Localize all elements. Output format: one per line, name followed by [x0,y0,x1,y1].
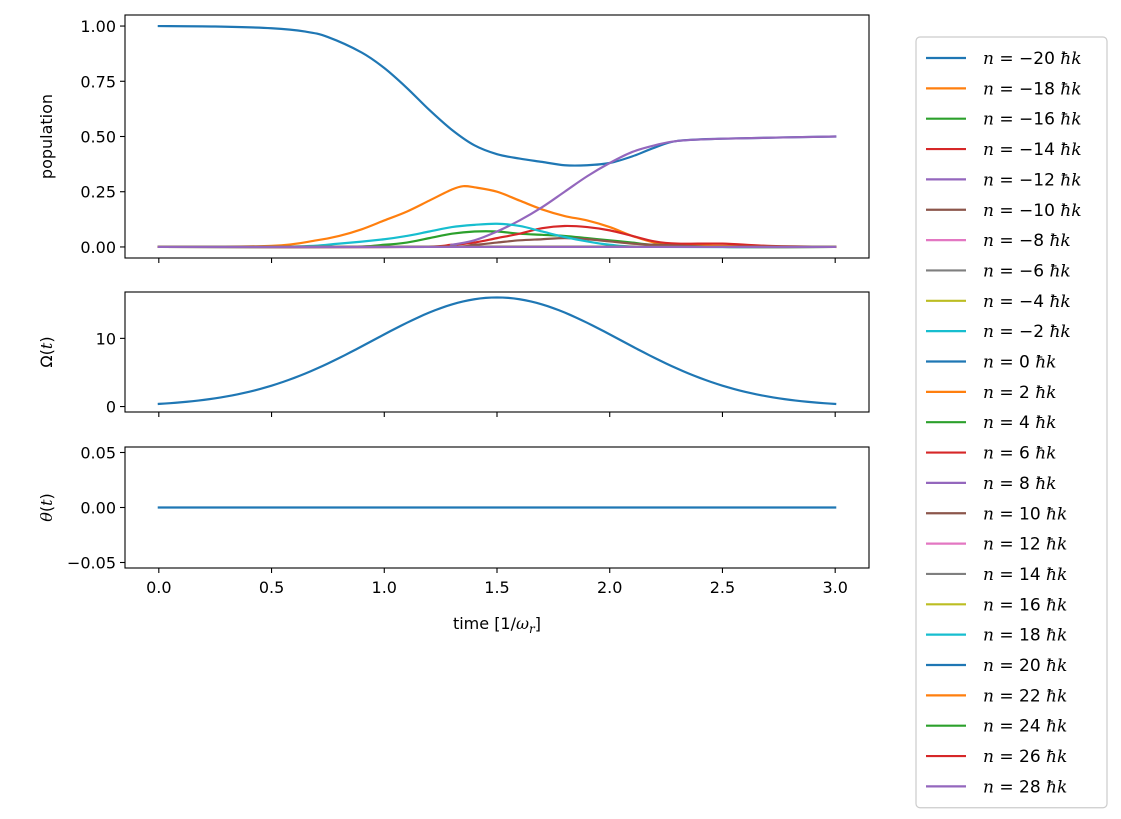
y-tick-label: 0.50 [80,128,116,147]
axes-frame [124,14,870,259]
legend-entry: n = −16 ħk [926,110,1082,130]
series-line-4 [157,224,837,249]
legend-entry: n = −10 ħk [926,201,1082,221]
x-tick-label: 1.0 [372,578,397,597]
legend-label: n = −20 ħk [983,49,1082,69]
series-group [157,24,837,249]
legend-entry: n = −18 ħk [926,79,1082,99]
legend-entry: n = −14 ħk [926,140,1082,160]
x-tick-label: 2.5 [710,578,735,597]
x-tick-label: 1.5 [484,578,509,597]
legend-entry: n = 18 ħk [926,626,1067,646]
legend-label: n = 14 ħk [983,565,1067,585]
legend: n = −20 ħk n = −18 ħk n = −16 ħk n = −14 ħk… [915,36,1108,809]
x-tick-label: 0.0 [146,578,171,597]
series-line-1 [157,24,837,167]
y-tick-label: 0.05 [80,444,116,463]
legend-label: n = 24 ħk [983,717,1067,737]
legend-label: n = −6 ħk [983,261,1071,281]
y-axis-label: Ω(t) [37,336,56,367]
legend-entry: n = 14 ħk [926,565,1067,585]
panel-1: 0.00 0.25 0.50 0.75 1.00 population [37,14,870,263]
y-tick-label: 0.00 [80,499,116,518]
legend-entry: n = 8 ħk [926,474,1056,494]
y-tick-label: 1.00 [80,17,116,36]
legend-entry: n = 0 ħk [926,353,1056,373]
legend-label: n = −10 ħk [983,201,1082,221]
legend-label: n = 10 ħk [983,504,1067,524]
legend-entry: n = 24 ħk [926,717,1067,737]
legend-entry: n = 28 ħk [926,777,1067,797]
legend-label: n = −18 ħk [983,79,1082,99]
legend-label: n = 4 ħk [983,413,1056,433]
legend-label: n = 22 ħk [983,686,1067,706]
legend-label: n = 18 ħk [983,626,1067,646]
legend-label: n = 28 ħk [983,777,1067,797]
legend-entry: n = 10 ħk [926,504,1067,524]
y-tick-label: 10 [96,329,116,348]
y-axis-label: population [37,94,56,179]
y-tick-label: 0.75 [80,72,116,91]
legend-entry: n = −2 ħk [926,322,1071,342]
legend-entry: n = −8 ħk [926,231,1071,251]
series-line-10 [157,222,837,249]
legend-label: n = 6 ħk [983,444,1056,464]
y-tick-label: 0.25 [80,183,116,202]
y-tick-label: 0.00 [80,238,116,257]
legend-label: n = 8 ħk [983,474,1056,494]
x-tick-label: 0.5 [259,578,284,597]
y-axis-label: θ(t) [37,493,56,522]
y-tick-label: 0 [106,398,116,417]
legend-entry: n = 16 ħk [926,595,1067,615]
legend-entry: n = 26 ħk [926,747,1067,767]
y-tick-label: −0.05 [67,554,116,573]
panel-3: −0.05 0.00 0.05 0.0 0.5 1.0 1.5 2.0 2.5 3.0 θ(t) ti… [37,444,870,636]
legend-entry: n = −4 ħk [926,292,1071,312]
legend-label: n = −4 ħk [983,292,1071,312]
legend-label: n = 12 ħk [983,535,1067,555]
legend-label: n = 2 ħk [983,383,1056,403]
legend-entry: n = 6 ħk [926,444,1056,464]
legend-box [915,36,1108,809]
chart-panels: 0.00 0.25 0.50 0.75 1.00 population 0 10 Ω(t) −0.… [37,14,870,636]
legend-label: n = 16 ħk [983,595,1067,615]
legend-label: n = −16 ħk [983,110,1082,130]
panel-2: 0 10 Ω(t) [37,291,870,417]
legend-label: n = −2 ħk [983,322,1071,342]
legend-entry: n = −6 ħk [926,261,1071,281]
legend-label: n = 20 ħk [983,656,1067,676]
x-tick-label: 2.0 [597,578,622,597]
legend-entry: n = 22 ħk [926,686,1067,706]
series-line-1 [157,296,837,406]
legend-label: n = −8 ħk [983,231,1071,251]
legend-label: n = −12 ħk [983,170,1082,190]
legend-entry: n = −20 ħk [926,49,1082,69]
legend-entry: n = 12 ħk [926,535,1067,555]
series-group [157,296,837,406]
legend-entry: n = 20 ħk [926,656,1067,676]
legend-entry: n = −12 ħk [926,170,1082,190]
legend-label: n = −14 ħk [983,140,1082,160]
x-axis-label: time [1/ωr] [453,614,541,636]
legend-label: n = 26 ħk [983,747,1067,767]
x-tick-label: 3.0 [822,578,847,597]
legend-entry: n = 2 ħk [926,383,1056,403]
legend-entry: n = 4 ħk [926,413,1056,433]
legend-label: n = 0 ħk [983,353,1056,373]
